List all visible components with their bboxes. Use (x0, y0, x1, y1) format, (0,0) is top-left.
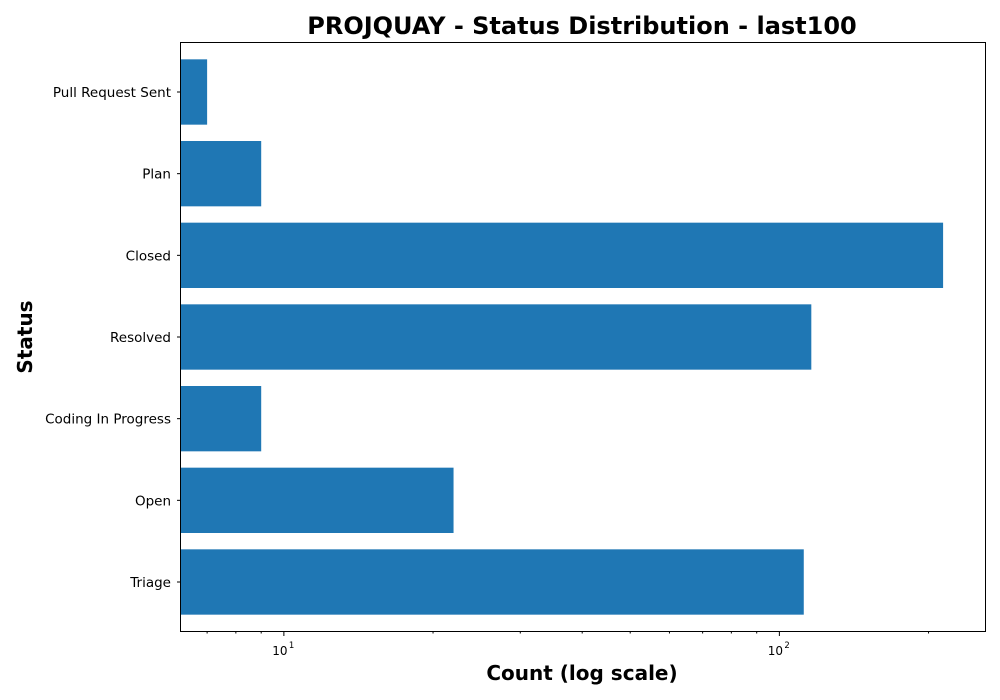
y-tick-label-triage: Triage (129, 575, 171, 591)
x-tick-label: 10 (272, 644, 287, 658)
bar-plan (181, 141, 262, 207)
x-ticks-group: 10 1 10 2 (206, 631, 930, 658)
y-axis-label: Status (13, 300, 37, 373)
bars-group (181, 59, 944, 615)
y-tick-label-open: Open (135, 493, 171, 509)
x-tick-exponent: 2 (784, 641, 789, 651)
bar-resolved (181, 304, 812, 370)
bar-open (181, 467, 454, 533)
y-ticks-group: Triage Open Coding In Progress Resolved Clos… (45, 85, 181, 591)
x-axis-label: Count (log scale) (486, 661, 677, 685)
y-tick-label-resolved: Resolved (110, 330, 171, 346)
bar-pull-request-sent (181, 59, 208, 125)
x-tick-label: 10 (768, 644, 783, 658)
y-tick-label-plan: Plan (142, 167, 171, 183)
plot-frame (180, 42, 986, 632)
bar-coding-in-progress (181, 386, 262, 452)
y-tick-label-coding-in-progress: Coding In Progress (45, 412, 171, 428)
x-tick-exponent: 1 (289, 641, 294, 651)
chart-title: PROJQUAY - Status Distribution - last100 (307, 12, 857, 40)
y-tick-label-pull-request-sent: Pull Request Sent (53, 85, 171, 101)
y-tick-label-closed: Closed (126, 248, 171, 264)
bar-closed (181, 222, 944, 288)
bar-triage (181, 549, 804, 615)
